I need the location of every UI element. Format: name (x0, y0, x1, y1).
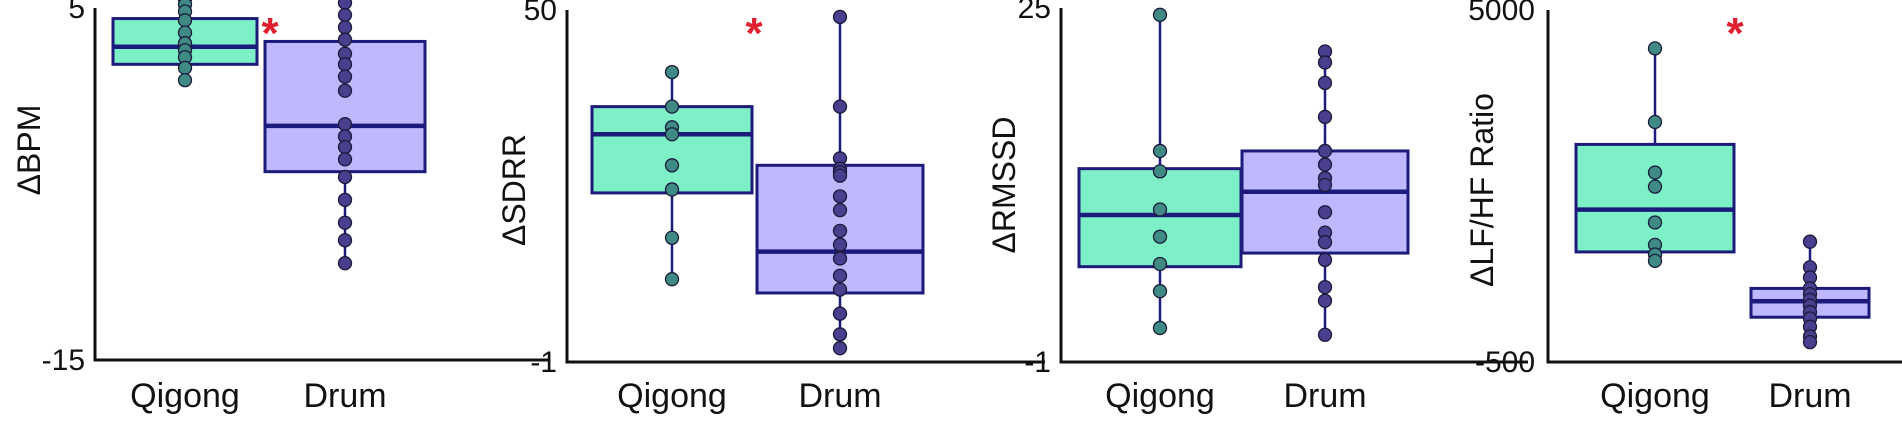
y-axis-title: ΔRMSSD (986, 117, 1022, 254)
drum-data-point (1317, 157, 1333, 172)
y-tick-label-min: -1 (530, 346, 557, 379)
significance-marker: * (1726, 9, 1744, 58)
drum-data-point (1317, 252, 1333, 268)
qigong-data-point (177, 60, 193, 75)
drum-data-point (1317, 279, 1333, 295)
drum-data-point (1317, 75, 1333, 91)
qigong-data-point (1152, 7, 1168, 22)
qigong-data-point (664, 230, 680, 245)
qigong-data-point (1647, 114, 1663, 130)
qigong-box (590, 105, 754, 195)
drum-data-point (337, 215, 353, 230)
drum-data-point (1802, 234, 1818, 249)
drum-data-point (1802, 335, 1818, 350)
drum-data-point (337, 152, 353, 167)
drum-data-point (337, 0, 353, 10)
drum-data-point (337, 7, 353, 23)
drum-data-point (832, 251, 848, 266)
qigong-data-point (664, 99, 680, 114)
drum-data-point (337, 69, 353, 84)
drum-data-point (337, 83, 353, 98)
qigong-data-point (664, 64, 680, 80)
x-category-label-drum: Drum (798, 377, 881, 415)
x-category-label-qigong: Qigong (617, 377, 727, 415)
qigong-data-point (1152, 320, 1168, 336)
drum-data-point (1317, 109, 1333, 125)
drum-data-point (832, 237, 848, 252)
y-axis-title: ΔBPM (11, 105, 47, 196)
drum-data-point (832, 189, 848, 204)
qigong-data-point (1647, 165, 1663, 180)
drum-data-point (1317, 235, 1333, 250)
y-tick-label-min: -1 (1024, 346, 1051, 379)
x-category-label-drum: Drum (1768, 377, 1851, 415)
drum-data-point (832, 203, 848, 218)
qigong-box (1077, 167, 1243, 269)
drum-data-point (832, 268, 848, 283)
drum-data-point (337, 233, 353, 248)
y-tick-label-max: 5000 (1468, 0, 1535, 27)
qigong-data-point (1647, 215, 1663, 230)
qigong-data-point (177, 73, 193, 88)
drum-data-point (832, 306, 848, 321)
drum-data-point (337, 117, 353, 132)
drum-data-point (337, 256, 353, 271)
significance-marker: * (745, 9, 763, 58)
y-axis-title: ΔSDRR (496, 134, 532, 246)
qigong-data-point (664, 127, 680, 142)
drum-data-point (1317, 143, 1333, 159)
drum-data-point (832, 168, 848, 183)
qigong-data-point (664, 182, 680, 197)
qigong-data-point (1647, 41, 1663, 56)
drum-data-point (1317, 205, 1333, 220)
drum-data-point (832, 341, 848, 356)
y-axis-title: ΔLF/HF Ratio (1464, 93, 1500, 287)
qigong-box (1574, 142, 1736, 254)
x-category-label-drum: Drum (303, 377, 386, 415)
drum-data-point (1317, 327, 1333, 342)
qigong-data-point (177, 13, 193, 28)
drum-data-point (1317, 177, 1333, 193)
qigong-data-point (1152, 164, 1168, 179)
drum-data-point (337, 169, 353, 185)
drum-data-point (337, 20, 353, 35)
drum-data-point (337, 192, 353, 207)
qigong-data-point (664, 272, 680, 287)
x-category-label-qigong: Qigong (1600, 377, 1710, 415)
qigong-data-point (1152, 143, 1168, 159)
drum-data-point (832, 9, 848, 25)
drum-data-point (1317, 293, 1333, 308)
drum-data-point (832, 327, 848, 342)
x-category-label-qigong: Qigong (130, 377, 240, 415)
y-tick-label-min: -500 (1475, 346, 1535, 379)
y-tick-label-max: 5 (68, 0, 85, 25)
drum-data-point (832, 223, 848, 239)
qigong-data-point (1152, 284, 1168, 299)
drum-data-point (337, 57, 353, 72)
y-tick-label-max: 25 (1018, 0, 1051, 25)
drum-data-point (832, 282, 848, 297)
y-tick-label-max: 50 (524, 0, 557, 27)
qigong-data-point (1647, 179, 1663, 194)
x-category-label-qigong: Qigong (1105, 377, 1215, 415)
drum-data-point (1317, 55, 1333, 70)
qigong-data-point (1152, 256, 1168, 272)
qigong-data-point (1647, 253, 1663, 269)
x-category-label-drum: Drum (1283, 377, 1366, 415)
drum-data-point (832, 99, 848, 114)
drum-data-point (337, 139, 353, 155)
y-tick-label-min: -15 (42, 344, 85, 377)
qigong-data-point (1152, 229, 1168, 244)
drum-data-point (337, 32, 353, 47)
qigong-data-point (1152, 202, 1168, 217)
qigong-data-point (664, 158, 680, 173)
